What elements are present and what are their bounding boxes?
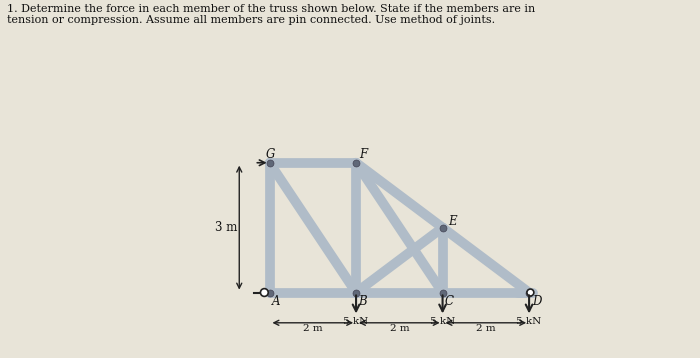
Text: A: A — [272, 295, 280, 308]
Text: E: E — [448, 216, 456, 228]
Text: B: B — [358, 295, 367, 308]
Text: C: C — [444, 295, 454, 308]
Text: 2 m: 2 m — [476, 324, 496, 333]
Text: 5 kN: 5 kN — [430, 317, 455, 326]
Text: 1. Determine the force in each member of the truss shown below. State if the mem: 1. Determine the force in each member of… — [7, 4, 536, 25]
Circle shape — [260, 289, 268, 296]
Text: D: D — [532, 295, 542, 308]
Text: F: F — [360, 149, 368, 161]
Text: 5 kN: 5 kN — [344, 317, 369, 326]
Circle shape — [527, 289, 534, 296]
Text: G: G — [266, 147, 276, 160]
Text: 2 m: 2 m — [389, 324, 409, 333]
Text: 3 m: 3 m — [215, 221, 237, 234]
Text: 5 kN: 5 kN — [517, 317, 542, 326]
Text: 2 m: 2 m — [303, 324, 323, 333]
